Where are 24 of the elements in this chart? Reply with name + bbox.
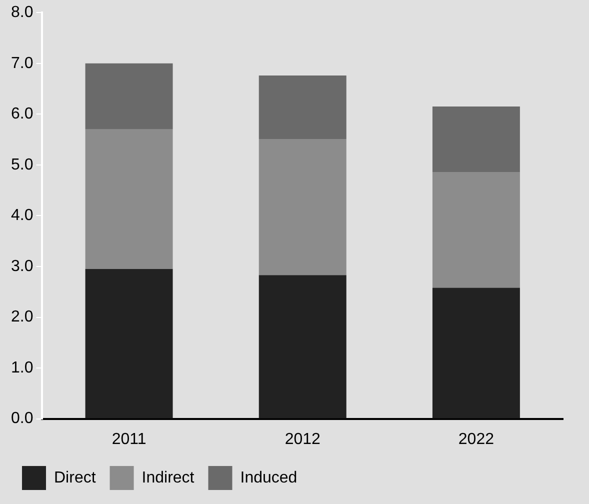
bar xyxy=(432,288,520,418)
y-tick-label: 5.0 xyxy=(10,156,34,174)
bar xyxy=(432,172,520,288)
bar xyxy=(85,129,173,270)
x-tick-label: 2011 xyxy=(112,430,146,448)
bar xyxy=(432,106,520,172)
y-tick-label: 4.0 xyxy=(10,207,34,224)
legend-label: Indirect xyxy=(142,469,195,486)
bar xyxy=(85,269,173,418)
y-tick-label: 2.0 xyxy=(10,308,34,326)
y-tick-label: 1.0 xyxy=(10,359,34,376)
x-tick-label: 2012 xyxy=(284,430,321,448)
y-tick-label: 8.0 xyxy=(10,4,34,22)
y-tick-label: 6.0 xyxy=(10,106,34,123)
bar xyxy=(258,139,346,276)
bar xyxy=(85,63,173,130)
y-tick-label: 7.0 xyxy=(10,54,34,72)
legend-label: Direct xyxy=(54,469,96,486)
x-tick-label: 2022 xyxy=(458,430,494,448)
bar xyxy=(258,275,346,418)
y-tick-label: 3.0 xyxy=(10,258,34,275)
y-tick-label: 0.0 xyxy=(10,410,34,428)
legend-label: Induced xyxy=(240,469,298,486)
bar xyxy=(258,76,346,140)
